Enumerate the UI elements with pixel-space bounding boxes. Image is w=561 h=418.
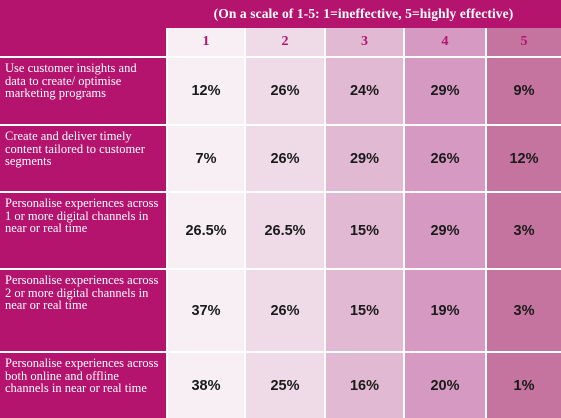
table-row: Personalise experiences across 1 or more… (0, 191, 561, 268)
value-cell: 37% (166, 268, 244, 351)
value-cell: 38% (166, 351, 244, 418)
value-cell: 26.5% (166, 191, 244, 268)
scale-note: (On a scale of 1-5: 1=ineffective, 5=hig… (213, 6, 514, 21)
row-label: Use customer insights and data to create… (0, 56, 166, 124)
column-header-1: 1 (166, 28, 244, 56)
value-cell: 29% (403, 191, 485, 268)
row-label: Create and deliver timely content tailor… (0, 124, 166, 191)
column-header-2: 2 (244, 28, 324, 56)
value-cell: 3% (485, 268, 561, 351)
value-cell: 16% (324, 351, 403, 418)
column-header-5: 5 (485, 28, 561, 56)
corner-cell (0, 28, 166, 56)
column-header-4: 4 (403, 28, 485, 56)
value-cell: 26.5% (244, 191, 324, 268)
value-cell: 20% (403, 351, 485, 418)
column-header-3: 3 (324, 28, 403, 56)
value-cell: 29% (403, 56, 485, 124)
value-cell: 25% (244, 351, 324, 418)
value-cell: 12% (166, 56, 244, 124)
value-cell: 7% (166, 124, 244, 191)
value-cell: 12% (485, 124, 561, 191)
header-row: 1 2 3 4 5 (0, 28, 561, 56)
value-cell: 3% (485, 191, 561, 268)
effectiveness-table: 1 2 3 4 5 Use customer insights and data… (0, 28, 561, 418)
table-row: Personalise experiences across 2 or more… (0, 268, 561, 351)
row-label: Personalise experiences across 1 or more… (0, 191, 166, 268)
value-cell: 26% (403, 124, 485, 191)
row-label: Personalise experiences across both onli… (0, 351, 166, 418)
value-cell: 24% (324, 56, 403, 124)
value-cell: 26% (244, 124, 324, 191)
value-cell: 15% (324, 191, 403, 268)
value-cell: 26% (244, 56, 324, 124)
value-cell: 15% (324, 268, 403, 351)
value-cell: 1% (485, 351, 561, 418)
row-label: Personalise experiences across 2 or more… (0, 268, 166, 351)
table-row: Personalise experiences across both onli… (0, 351, 561, 418)
value-cell: 9% (485, 56, 561, 124)
value-cell: 29% (324, 124, 403, 191)
table-row: Create and deliver timely content tailor… (0, 124, 561, 191)
table-row: Use customer insights and data to create… (0, 56, 561, 124)
value-cell: 19% (403, 268, 485, 351)
value-cell: 26% (244, 268, 324, 351)
